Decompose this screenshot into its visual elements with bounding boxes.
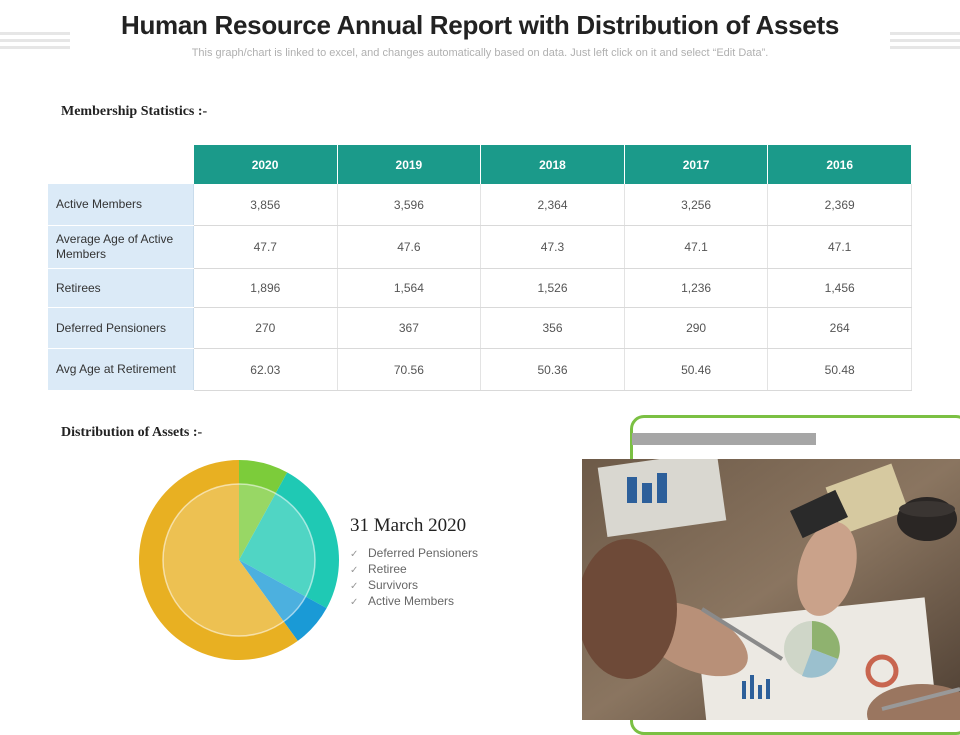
table-cell: 47.3 (480, 225, 625, 269)
legend-label: Active Members (368, 594, 455, 608)
decorative-lines-left (0, 32, 70, 52)
table-cell: 47.1 (767, 225, 912, 269)
table-cell: 47.7 (193, 225, 338, 269)
table-cell: 47.6 (337, 225, 482, 269)
membership-table: 2020 2019 2018 2017 2016 Active Members … (48, 145, 912, 391)
row-label: Active Members (48, 184, 194, 226)
assets-heading: Distribution of Assets :- (61, 425, 203, 440)
legend-item: ✓ Deferred Pensioners (350, 545, 478, 561)
table-cell: 356 (480, 307, 625, 349)
table-cell: 3,856 (193, 184, 338, 226)
table-row: Deferred Pensioners 270 367 356 290 264 (48, 307, 912, 349)
table-cell: 47.1 (624, 225, 769, 269)
table-cell: 2,364 (480, 184, 625, 226)
table-cell: 3,256 (624, 184, 769, 226)
pie-svg (138, 460, 339, 660)
table-cell: 70.56 (337, 348, 482, 391)
legend-date: 31 March 2020 (350, 515, 467, 536)
pie-slice-active-members[interactable] (138, 460, 298, 660)
check-icon: ✓ (350, 597, 359, 608)
table-cell: 270 (193, 307, 338, 349)
row-label: Average Age of Active Members (48, 225, 194, 269)
table-cell: 367 (337, 307, 482, 349)
table-cell: 1,564 (337, 268, 482, 308)
column-header: 2020 (193, 145, 338, 184)
table-cell: 264 (767, 307, 912, 349)
decorative-lines-right (890, 32, 960, 52)
legend-item: ✓ Active Members (350, 593, 478, 609)
table-cell: 1,526 (480, 268, 625, 308)
pie-inner-highlight (162, 483, 316, 637)
page-title: Human Resource Annual Report with Distri… (120, 10, 839, 40)
table-cell: 50.48 (767, 348, 912, 391)
table-cell: 1,456 (767, 268, 912, 308)
column-header: 2017 (624, 145, 769, 184)
table-cell: 62.03 (193, 348, 338, 391)
table-row: Retirees 1,896 1,564 1,526 1,236 1,456 (48, 268, 912, 308)
membership-heading: Membership Statistics :- (61, 104, 208, 119)
business-meeting-photo (582, 459, 960, 720)
pie-slice-survivors[interactable] (239, 560, 327, 641)
legend-label: Retiree (368, 562, 407, 576)
table-cell: 3,596 (337, 184, 482, 226)
table-row: Average Age of Active Members 47.7 47.6 … (48, 225, 912, 269)
table-cell: 1,236 (624, 268, 769, 308)
table-cell: 50.46 (624, 348, 769, 391)
column-header: 2016 (767, 145, 912, 184)
page-subtitle: This graph/chart is linked to excel, and… (191, 47, 769, 59)
row-label: Retirees (48, 268, 194, 308)
check-icon: ✓ (350, 565, 359, 576)
row-label: Deferred Pensioners (48, 307, 194, 349)
pie-legend: 31 March 2020 ✓ Deferred Pensioners ✓ Reti… (350, 515, 478, 609)
column-header: 2019 (337, 145, 482, 184)
table-row: Active Members 3,856 3,596 2,364 3,256 2… (48, 184, 912, 226)
table-corner (48, 145, 194, 184)
legend-item: ✓ Survivors (350, 577, 478, 593)
table-cell: 290 (624, 307, 769, 349)
check-icon: ✓ (350, 549, 359, 560)
table-header-row: 2020 2019 2018 2017 2016 (48, 145, 912, 184)
legend-label: Survivors (368, 578, 419, 592)
assets-pie-chart[interactable] (138, 459, 340, 661)
photo-illustration (582, 459, 960, 720)
table-cell: 2,369 (767, 184, 912, 226)
row-label: Avg Age at Retirement (48, 348, 194, 391)
photo-accent-bar (632, 433, 816, 445)
table-cell: 1,896 (193, 268, 338, 308)
table-row: Avg Age at Retirement 62.03 70.56 50.36 … (48, 348, 912, 391)
legend-item: ✓ Retiree (350, 561, 478, 577)
check-icon: ✓ (350, 581, 359, 592)
table-cell: 50.36 (480, 348, 625, 391)
legend-label: Deferred Pensioners (368, 546, 479, 560)
column-header: 2018 (480, 145, 625, 184)
